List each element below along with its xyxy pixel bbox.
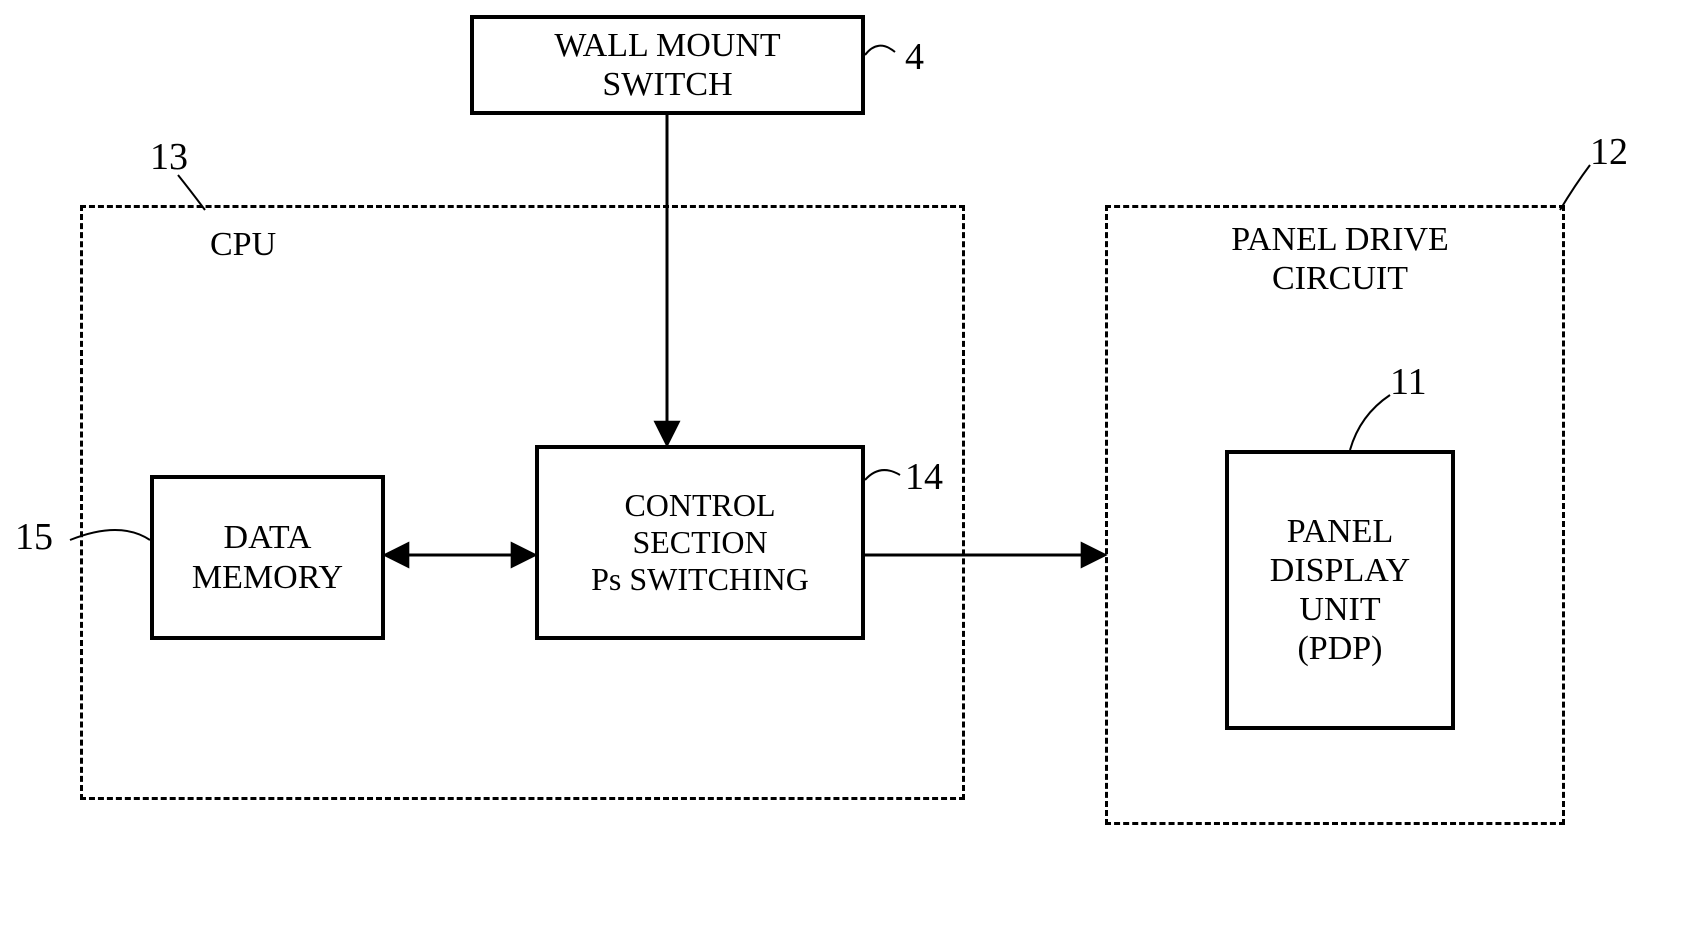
ref-label-11: 11 [1390, 360, 1427, 404]
data-memory-box: DATA MEMORY [150, 475, 385, 640]
control-section-line3: Ps SWITCHING [591, 561, 809, 598]
ref-label-13: 13 [150, 135, 188, 179]
ref-label-12: 12 [1590, 130, 1628, 174]
panel-drive-region-title: PANEL DRIVE CIRCUIT [1180, 220, 1500, 298]
data-memory-line1: DATA [224, 518, 312, 557]
cpu-region-title: CPU [210, 225, 276, 264]
pdu-line3: UNIT [1299, 590, 1380, 629]
pdu-line2: DISPLAY [1270, 551, 1410, 590]
pdu-line1: PANEL [1287, 512, 1393, 551]
wall-mount-switch-line2: SWITCH [602, 65, 732, 104]
data-memory-line2: MEMORY [192, 558, 343, 597]
control-section-line2: SECTION [632, 524, 767, 561]
leader-12 [1560, 165, 1590, 210]
ref-label-14: 14 [905, 455, 943, 499]
wall-mount-switch-box: WALL MOUNT SWITCH [470, 15, 865, 115]
leader-4 [865, 46, 895, 55]
pdu-line4: (PDP) [1297, 629, 1382, 668]
control-section-box: CONTROL SECTION Ps SWITCHING [535, 445, 865, 640]
ref-label-4: 4 [905, 35, 924, 79]
ref-label-15: 15 [15, 515, 53, 559]
panel-display-unit-box: PANEL DISPLAY UNIT (PDP) [1225, 450, 1455, 730]
panel-drive-title-line2: CIRCUIT [1272, 260, 1408, 297]
control-section-line1: CONTROL [624, 487, 775, 524]
wall-mount-switch-line1: WALL MOUNT [554, 26, 780, 65]
panel-drive-title-line1: PANEL DRIVE [1231, 221, 1449, 258]
